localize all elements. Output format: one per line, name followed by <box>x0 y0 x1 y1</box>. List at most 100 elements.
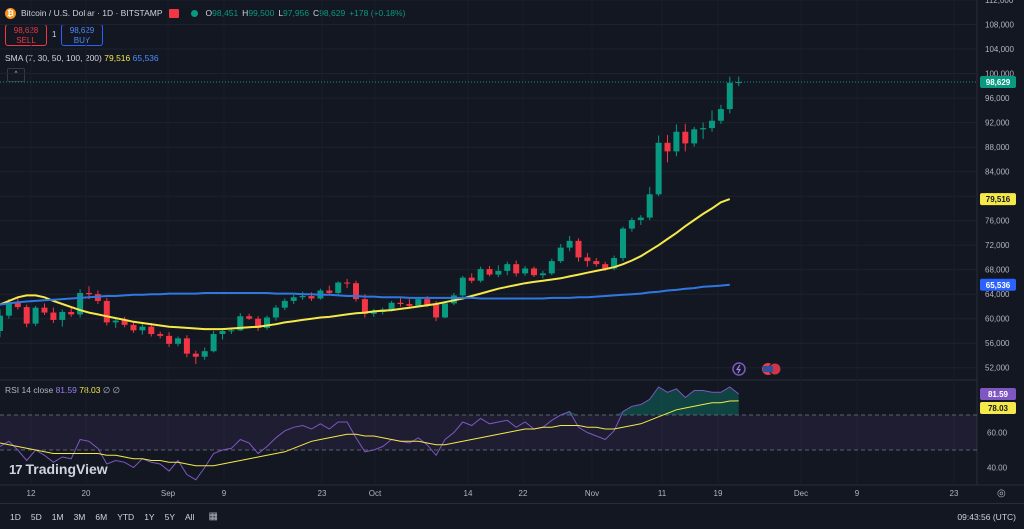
rsi-overbought-fill <box>0 387 739 415</box>
candle-body <box>68 312 74 314</box>
range-5d-button[interactable]: 5D <box>31 512 42 522</box>
rsi-band <box>0 415 977 450</box>
candle-body <box>691 129 697 143</box>
candle-body <box>460 278 466 296</box>
price-tick-label: 76,000 <box>985 217 1010 226</box>
price-chart[interactable]: 52,000 56,000 60,000 64,000 68,000 72,000 76,0… <box>0 0 1024 503</box>
time-tick-label: Nov <box>585 489 599 498</box>
price-tick-label: 56,000 <box>985 339 1010 348</box>
time-tick-label: Sep <box>161 489 176 498</box>
range-3m-button[interactable]: 3M <box>74 512 86 522</box>
time-axis[interactable]: 12 20 Sep 9 23 Oct 14 22 Nov 11 19 Dec 9 23 <box>27 489 959 498</box>
candle-body <box>709 121 715 128</box>
time-tick-label: 23 <box>318 489 327 498</box>
candle-body <box>86 293 92 294</box>
candle-body <box>184 338 190 353</box>
rsi-axis[interactable]: 40.00 60.00 <box>987 429 1008 473</box>
candle-body <box>282 301 288 308</box>
chart-settings-icon[interactable]: ◎ <box>997 488 1006 499</box>
bottom-toolbar: 1D 5D 1M 3M 6M YTD 1Y 5Y All ▦ 09:43:56 … <box>0 503 1024 529</box>
candle-body <box>228 330 234 331</box>
range-5y-button[interactable]: 5Y <box>165 512 175 522</box>
time-tick-label: Dec <box>794 489 808 498</box>
range-6m-button[interactable]: 6M <box>95 512 107 522</box>
utc-clock[interactable]: 09:43:56 (UTC) <box>957 512 1016 522</box>
range-ytd-button[interactable]: YTD <box>117 512 134 522</box>
candle-body <box>406 304 412 306</box>
candle-body <box>504 264 510 271</box>
candle-body <box>139 327 145 331</box>
candle-body <box>673 132 679 152</box>
price-tick-label: 112,000 <box>985 0 1014 5</box>
rsi-tick-label: 40.00 <box>987 464 1008 473</box>
candle-body <box>700 128 706 129</box>
event-icons[interactable] <box>733 363 781 375</box>
candle-body <box>202 351 208 357</box>
candle-body <box>558 248 564 261</box>
candle-body <box>424 299 430 305</box>
rsi-value-tag: 81.59 <box>988 390 1009 399</box>
time-tick-label: 19 <box>714 489 723 498</box>
time-tick-label: 12 <box>27 489 36 498</box>
candle-body <box>335 283 341 293</box>
flag-canton-icon <box>763 366 773 372</box>
candle-body <box>593 261 599 264</box>
range-1m-button[interactable]: 1M <box>52 512 64 522</box>
candle-body <box>148 327 154 334</box>
candle-body <box>24 307 30 324</box>
calendar-icon[interactable]: ▦ <box>208 511 217 522</box>
grid <box>0 0 1024 485</box>
range-1y-button[interactable]: 1Y <box>144 512 154 522</box>
candle-body <box>647 194 653 217</box>
candle-body <box>638 218 644 220</box>
price-axis[interactable]: 52,000 56,000 60,000 64,000 68,000 72,000 76,0… <box>985 0 1014 373</box>
candle-body <box>42 308 48 313</box>
candle-body <box>531 268 537 275</box>
candle-body <box>495 271 501 275</box>
price-tick-label: 68,000 <box>985 266 1010 275</box>
sma-fast-tag: 79,516 <box>986 195 1011 204</box>
tradingview-logo: 17 TradingView <box>9 461 108 477</box>
candle-body <box>487 269 493 275</box>
time-tick-label: 11 <box>658 489 667 498</box>
candle-body <box>469 278 475 281</box>
candle-body <box>309 296 315 298</box>
price-tick-label: 96,000 <box>985 94 1010 103</box>
candle-body <box>442 303 448 317</box>
rsi-pane <box>0 415 977 450</box>
candle-body <box>629 220 635 229</box>
tradingview-logo-text: TradingView <box>25 461 107 477</box>
candle-body <box>59 312 65 320</box>
candle-body <box>220 331 226 334</box>
candle-body <box>656 143 662 194</box>
candle-body <box>300 296 306 297</box>
candle-body <box>549 261 555 273</box>
candle-body <box>131 325 137 331</box>
lightning-glyph-icon <box>737 365 740 373</box>
candle-body <box>398 303 404 304</box>
candle-body <box>193 354 199 357</box>
candle-body <box>433 305 439 318</box>
candle-body <box>567 241 573 248</box>
time-tick-label: 23 <box>950 489 959 498</box>
time-tick-label: 14 <box>464 489 473 498</box>
candle-body <box>727 83 733 109</box>
price-tick-label: 52,000 <box>985 364 1010 373</box>
candle-body <box>540 273 546 275</box>
time-tick-label: 20 <box>82 489 91 498</box>
range-all-button[interactable]: All <box>185 512 194 522</box>
candle-body <box>665 143 671 152</box>
price-tick-label: 92,000 <box>985 119 1010 128</box>
range-1d-button[interactable]: 1D <box>10 512 21 522</box>
candle-body <box>522 268 528 273</box>
candle-body <box>113 321 119 323</box>
time-tick-label: 22 <box>519 489 528 498</box>
candle-body <box>273 308 279 318</box>
candle-body <box>478 269 484 281</box>
candle-body <box>166 336 172 344</box>
candle-body <box>576 241 582 258</box>
price-tick-label: 64,000 <box>985 290 1010 299</box>
rsi-ma-value-tag: 78.03 <box>988 404 1009 413</box>
candle-body <box>104 301 110 322</box>
time-tick-label: Oct <box>369 489 382 498</box>
